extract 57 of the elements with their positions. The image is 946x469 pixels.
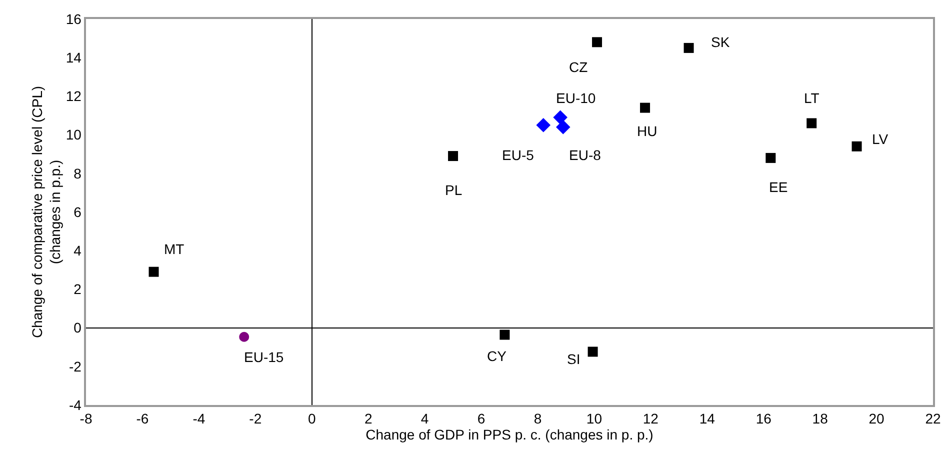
x-tick-label: 12	[642, 410, 659, 427]
annotation: EU-5	[502, 147, 534, 163]
x-tick-label: 6	[477, 410, 486, 427]
annotation: HU	[637, 123, 658, 139]
annotation: EU-15	[244, 349, 284, 365]
y-tick-label: 4	[74, 242, 82, 258]
annotation: LV	[872, 131, 889, 147]
point	[448, 151, 458, 162]
x-tick-label: 16	[756, 410, 772, 427]
x-tick-label: -6	[136, 410, 149, 427]
y-tick-label: 14	[66, 50, 82, 66]
y-tick-label: -4	[68, 396, 82, 413]
y-tick-label: 2	[74, 281, 82, 298]
x-tick-label: 2	[364, 410, 372, 427]
point	[852, 141, 862, 152]
y-tick-label: 6	[74, 204, 82, 220]
point	[553, 110, 568, 125]
y-tick-label: 0	[74, 320, 82, 336]
y-tick-label: 10	[66, 126, 82, 143]
point	[806, 118, 817, 128]
x-tick-label: 0	[308, 410, 316, 427]
point	[766, 152, 776, 163]
annotation: MT	[164, 241, 185, 257]
annotation: EU-10	[556, 90, 596, 106]
y-tick-label: 8	[74, 165, 82, 182]
annotation: CY	[487, 348, 508, 364]
x-tick-label: -2	[249, 410, 262, 427]
point	[684, 42, 694, 53]
point	[640, 102, 650, 113]
x-tick-label: 4	[420, 410, 429, 427]
x-tick-label: -4	[192, 410, 206, 427]
y-tick-label: -2	[68, 358, 82, 374]
annotation: SI	[567, 351, 580, 367]
annotation: LT	[804, 90, 820, 106]
x-tick-label: 10	[586, 410, 602, 427]
annotation: PL	[445, 182, 462, 198]
x-tick-label: 22	[925, 410, 941, 427]
point	[536, 118, 551, 132]
x-tick-label: 20	[868, 410, 885, 427]
x-tick-label: -8	[80, 410, 92, 427]
y-tick-label: 16	[66, 10, 82, 27]
x-tick-label: 8	[534, 410, 542, 427]
point	[556, 120, 570, 134]
x-tick-label: 14	[699, 410, 716, 427]
annotation: SK	[711, 34, 730, 50]
annotation: EE	[769, 179, 788, 195]
x-tick-label: 18	[812, 410, 828, 427]
point	[500, 330, 510, 340]
point	[592, 37, 602, 48]
point	[588, 346, 598, 357]
point	[239, 332, 250, 342]
annotation: CZ	[569, 59, 588, 75]
y-axis-title: Change of comparative price level (CPL) (changes in p.p.)	[28, 86, 63, 338]
x-axis-title: Change of GDP in PPS p. c. (changes in p. p.)	[366, 426, 654, 443]
annotation: EU-8	[569, 147, 602, 163]
point	[148, 266, 159, 277]
y-tick-label: 12	[66, 88, 82, 104]
